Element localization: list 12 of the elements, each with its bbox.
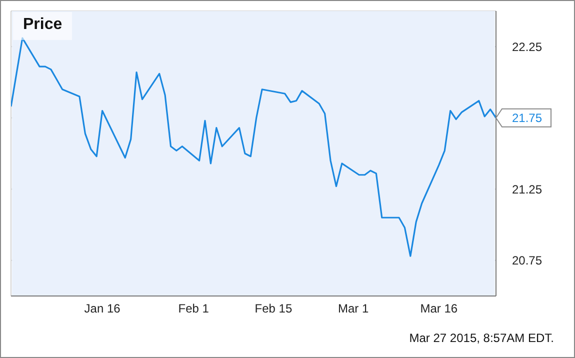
x-tick-label: Mar 16	[420, 302, 458, 316]
x-tick-label: Mar 1	[338, 302, 370, 316]
text: Mar 27 2015, 8:57AM EDT.	[409, 331, 554, 345]
x-tick-label: Feb 15	[254, 302, 292, 316]
line-series	[11, 37, 496, 257]
x-tick-label: Feb 1	[178, 302, 210, 316]
y-tick-label: 21.75	[512, 110, 542, 125]
x-tick-label: Jan 16	[84, 302, 121, 316]
y-tick-label: 20.75	[512, 254, 542, 268]
chart-title: Price	[13, 12, 72, 40]
y-tick-label: 21.25	[512, 182, 542, 196]
y-tick-label: 22.25	[512, 40, 542, 54]
